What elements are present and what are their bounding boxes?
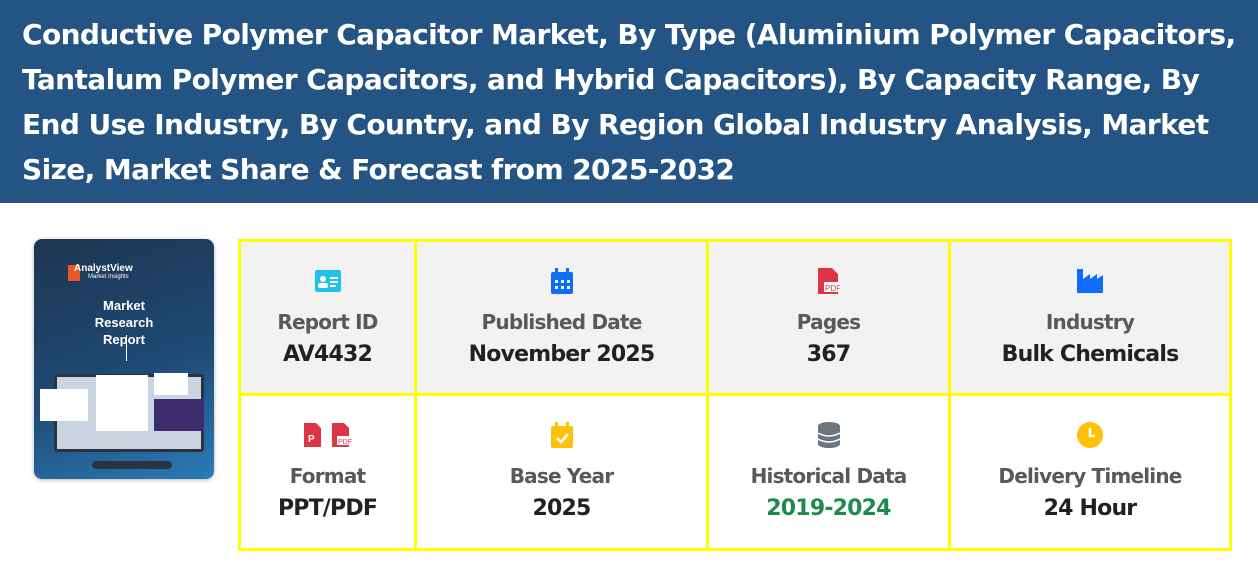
report-details-grid: Report ID AV4432 Published Date November… (238, 239, 1232, 551)
detail-label: Report ID (277, 310, 378, 334)
detail-label: Pages (796, 310, 861, 334)
detail-historical-data: Historical Data 2019-2024 (709, 396, 951, 548)
detail-value: 367 (806, 342, 851, 367)
page-header: Conductive Polymer Capacitor Market, By … (0, 0, 1258, 203)
detail-value: 2019-2024 (766, 496, 891, 521)
detail-format: P PDF Format PPT/PDF (241, 396, 417, 548)
detail-label: Published Date (481, 310, 643, 334)
detail-label: Industry (1045, 310, 1135, 334)
brand-name: AnalystView (74, 263, 133, 274)
brand-sub: Market Insights (88, 274, 129, 280)
detail-label: Base Year (509, 464, 614, 488)
detail-industry: Industry Bulk Chemicals (951, 242, 1229, 396)
calendar-icon (550, 268, 573, 294)
file-pdf-icon: PDF (817, 268, 840, 294)
id-card-icon (314, 268, 341, 294)
detail-published-date: Published Date November 2025 (417, 242, 709, 396)
svg-text:PDF: PDF (338, 439, 352, 446)
detail-base-year: Base Year 2025 (417, 396, 709, 548)
brand-logo-icon (68, 265, 80, 281)
file-ppt-pdf-icon: P PDF (303, 422, 352, 448)
detail-report-id: Report ID AV4432 (241, 242, 417, 396)
detail-label: Format (289, 464, 366, 488)
detail-value: November 2025 (468, 342, 656, 367)
page-title: Conductive Polymer Capacitor Market, By … (22, 18, 1236, 186)
detail-value: Bulk Chemicals (1001, 342, 1180, 367)
cover-title: Market Research Report (94, 298, 154, 347)
report-cover-image: AnalystView Market Insights Market Resear… (34, 239, 214, 479)
detail-value: 24 Hour (1043, 496, 1138, 521)
detail-pages: PDF Pages 367 (709, 242, 951, 396)
svg-text:P: P (308, 434, 315, 445)
svg-text:PDF: PDF (825, 284, 840, 293)
industry-icon (1077, 268, 1103, 294)
detail-value: PPT/PDF (277, 496, 378, 521)
detail-delivery-timeline: Delivery Timeline 24 Hour (951, 396, 1229, 548)
detail-value: 2025 (532, 496, 591, 521)
detail-label: Delivery Timeline (998, 464, 1182, 488)
database-icon (817, 422, 840, 448)
calendar-check-icon (550, 422, 573, 448)
detail-label: Historical Data (750, 464, 908, 488)
clock-icon (1077, 422, 1103, 448)
detail-value: AV4432 (283, 342, 373, 367)
